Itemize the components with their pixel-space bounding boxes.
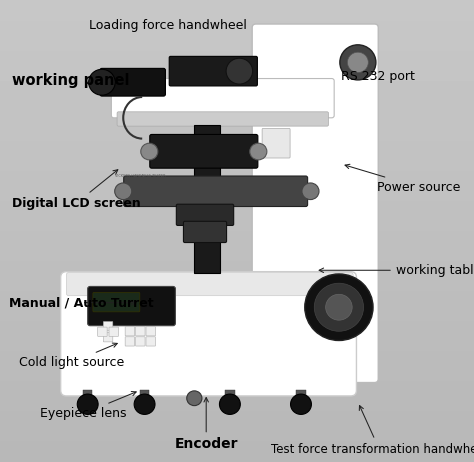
FancyBboxPatch shape — [98, 327, 107, 336]
FancyBboxPatch shape — [183, 221, 227, 243]
Text: Eyepiece lens: Eyepiece lens — [40, 391, 136, 420]
Text: Test force transformation handwheel: Test force transformation handwheel — [271, 406, 474, 456]
Circle shape — [347, 52, 368, 73]
Bar — [296, 390, 306, 401]
FancyBboxPatch shape — [103, 333, 113, 342]
Circle shape — [291, 394, 311, 414]
FancyBboxPatch shape — [111, 79, 334, 118]
FancyBboxPatch shape — [117, 112, 328, 126]
FancyBboxPatch shape — [124, 176, 308, 207]
FancyBboxPatch shape — [109, 327, 118, 336]
FancyBboxPatch shape — [88, 286, 175, 326]
Circle shape — [89, 69, 115, 95]
Circle shape — [305, 274, 373, 340]
Bar — [140, 390, 149, 401]
Circle shape — [340, 45, 376, 80]
Circle shape — [141, 143, 158, 160]
Bar — [83, 390, 92, 401]
Circle shape — [302, 183, 319, 200]
FancyBboxPatch shape — [146, 327, 155, 336]
Text: RS 232 port: RS 232 port — [341, 70, 415, 83]
FancyBboxPatch shape — [252, 24, 378, 383]
Text: Loading force handwheel: Loading force handwheel — [89, 19, 247, 32]
FancyBboxPatch shape — [136, 337, 145, 346]
FancyBboxPatch shape — [66, 273, 353, 296]
Text: working table: working table — [319, 264, 474, 277]
Text: Encoder: Encoder — [174, 398, 238, 451]
Circle shape — [326, 294, 352, 320]
FancyBboxPatch shape — [100, 68, 165, 96]
Text: VICKERS HARDNESS TESTER: VICKERS HARDNESS TESTER — [115, 175, 165, 178]
FancyBboxPatch shape — [61, 272, 356, 396]
Circle shape — [134, 394, 155, 414]
Circle shape — [115, 183, 132, 200]
FancyBboxPatch shape — [103, 322, 113, 331]
FancyBboxPatch shape — [169, 56, 257, 86]
Bar — [194, 125, 220, 273]
FancyBboxPatch shape — [125, 337, 135, 346]
Circle shape — [250, 143, 267, 160]
Text: Digital LCD screen: Digital LCD screen — [12, 170, 141, 210]
Text: Manual / Auto Turret: Manual / Auto Turret — [9, 296, 154, 309]
Circle shape — [226, 58, 253, 84]
Text: Cold light source: Cold light source — [19, 343, 124, 369]
Circle shape — [314, 283, 364, 331]
Text: Power source: Power source — [345, 164, 460, 194]
FancyBboxPatch shape — [136, 327, 145, 336]
Circle shape — [77, 394, 98, 414]
FancyBboxPatch shape — [93, 292, 140, 312]
Circle shape — [187, 391, 202, 406]
FancyBboxPatch shape — [146, 337, 155, 346]
Circle shape — [219, 394, 240, 414]
FancyBboxPatch shape — [125, 327, 135, 336]
FancyBboxPatch shape — [262, 128, 290, 158]
FancyBboxPatch shape — [150, 134, 258, 168]
Bar — [225, 390, 235, 401]
FancyBboxPatch shape — [176, 204, 234, 225]
Text: working panel: working panel — [12, 73, 129, 88]
